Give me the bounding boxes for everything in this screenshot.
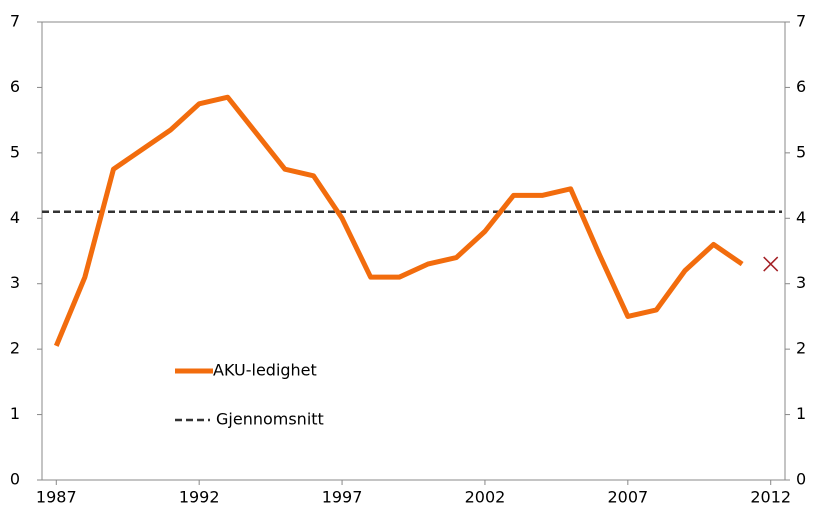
x-marker <box>763 256 779 272</box>
y-tick-label: 3 <box>10 273 20 292</box>
x-tick-label: 2007 <box>607 488 648 507</box>
y-tick-label: 7 <box>10 12 20 31</box>
y-tick-label: 0 <box>10 470 20 489</box>
x-tick-label: 2012 <box>750 488 791 507</box>
y2-tick-label: 4 <box>796 208 806 227</box>
legend-label: Gjennomsnitt <box>216 410 324 429</box>
y-tick-label: 4 <box>10 208 20 227</box>
y2-tick-label: 5 <box>796 142 806 161</box>
y2-tick-label: 6 <box>796 77 806 96</box>
y-tick-label: 6 <box>10 77 20 96</box>
y-tick-label: 2 <box>10 339 20 358</box>
y2-tick-label: 3 <box>796 273 806 292</box>
x-tick-label: 2002 <box>465 488 506 507</box>
y2-tick-label: 1 <box>796 404 806 423</box>
data-line <box>53 94 744 347</box>
y-tick-label: 1 <box>10 404 20 423</box>
legend-label: AKU-ledighet <box>213 361 317 380</box>
y2-tick-label: 2 <box>796 339 806 358</box>
x-tick-label: 1987 <box>36 488 77 507</box>
x-tick-label: 1992 <box>179 488 220 507</box>
plot-frame <box>41 21 786 481</box>
y2-tick-label: 7 <box>796 12 806 31</box>
x-tick-label: 1997 <box>322 488 363 507</box>
y-tick-label: 5 <box>10 142 20 161</box>
y2-tick-label: 0 <box>796 470 806 489</box>
